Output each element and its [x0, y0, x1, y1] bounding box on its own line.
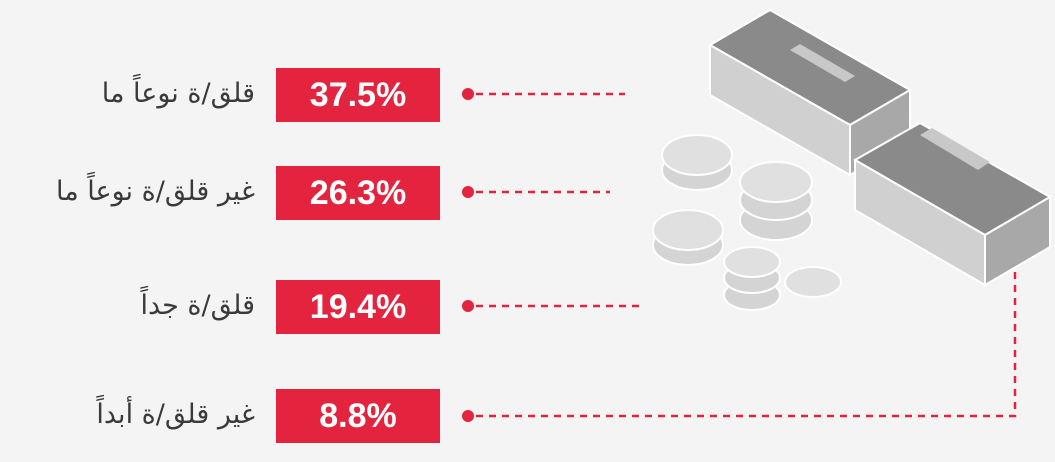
item-value: 8.8%: [276, 389, 440, 443]
item-value: 26.3%: [276, 166, 440, 220]
connectors: [476, 92, 1017, 418]
item-value: 37.5%: [276, 68, 440, 122]
item-label: غير قلق/ة نوعاً ما: [55, 176, 255, 207]
item-label: غير قلق/ة أبداً: [96, 399, 255, 430]
money-stacks: [708, 8, 1053, 287]
item-label: قلق/ة نوعاً ما: [101, 78, 255, 109]
item-value: 19.4%: [276, 280, 440, 334]
dots: [462, 88, 474, 422]
item-label: قلق/ة جداً: [140, 290, 255, 321]
coins: [652, 134, 842, 311]
